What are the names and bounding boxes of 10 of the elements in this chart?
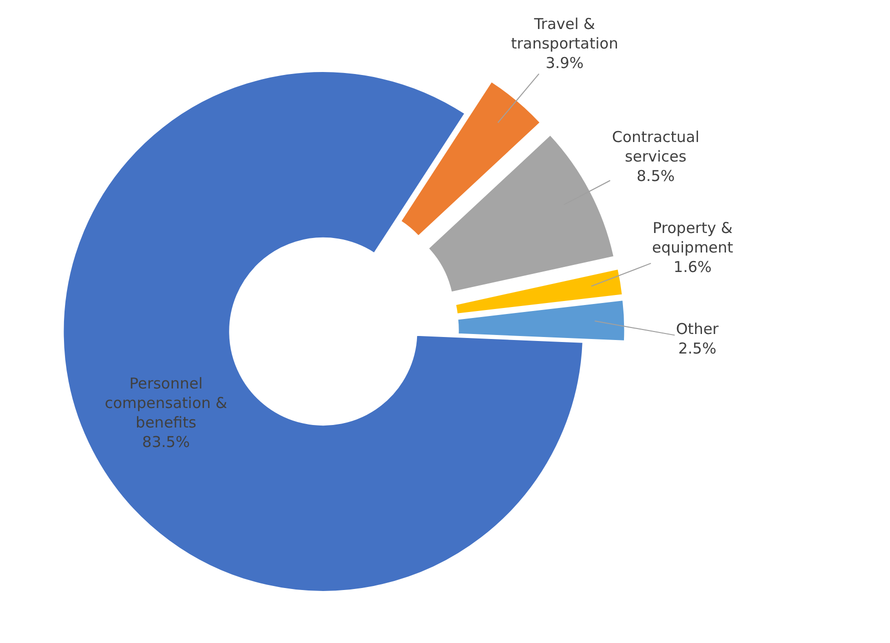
slice-label: Contractual services — [612, 128, 700, 166]
slice-label: Travel & transportation — [511, 15, 618, 52]
data-label: 3.9% — [546, 54, 584, 72]
data-label: 1.6% — [674, 258, 712, 276]
slice-label: Personnel compensation & benefits — [104, 374, 228, 432]
data-label: 83.5% — [142, 432, 190, 451]
data-label: 2.5% — [678, 340, 716, 358]
slice-label: Other — [676, 320, 720, 338]
slice-label: Property & equipment — [652, 219, 734, 256]
data-label: 8.5% — [636, 167, 675, 185]
